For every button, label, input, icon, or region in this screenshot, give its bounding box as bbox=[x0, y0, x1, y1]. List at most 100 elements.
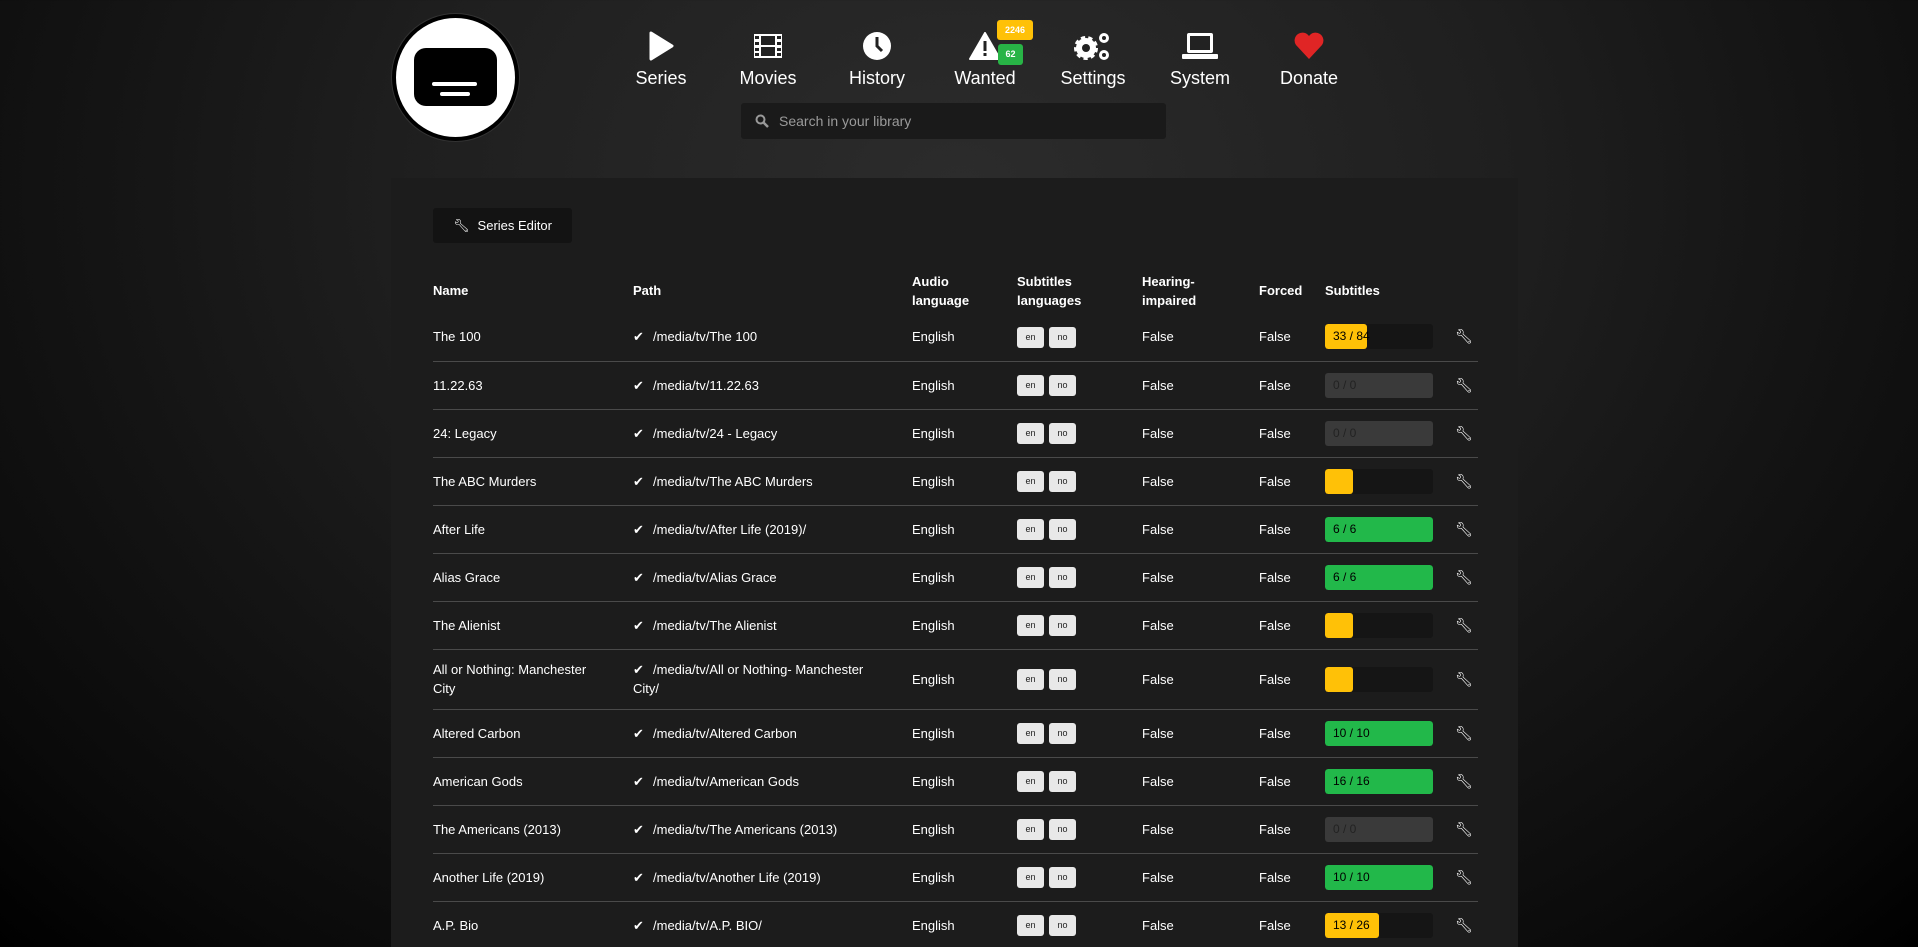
series-name[interactable]: Another Life (2019) bbox=[433, 852, 633, 901]
lang-badge: en bbox=[1017, 723, 1044, 744]
audio-language: English bbox=[912, 756, 1017, 805]
subtitles-progress: 10 / 10 bbox=[1325, 864, 1433, 890]
hearing-impaired: False bbox=[1142, 329, 1174, 345]
progress-fill bbox=[1325, 912, 1379, 938]
col-subtitles[interactable]: Subtitles bbox=[1325, 283, 1380, 298]
wrench-icon: 🔧︎ bbox=[1455, 670, 1473, 687]
edit-series-button[interactable]: 🔧︎ bbox=[1455, 360, 1478, 409]
col-sub-langs[interactable]: Subtitles languages bbox=[1017, 273, 1082, 308]
edit-series-button[interactable]: 🔧︎ bbox=[1455, 756, 1478, 805]
search-bar[interactable] bbox=[741, 103, 1166, 139]
edit-series-button[interactable]: 🔧︎ bbox=[1455, 456, 1478, 505]
wrench-icon: 🔧︎ bbox=[1455, 820, 1473, 837]
nav-system[interactable]: System bbox=[1150, 26, 1250, 89]
lang-badge: no bbox=[1049, 669, 1076, 690]
path-text: /media/tv/Altered Carbon bbox=[653, 725, 797, 741]
series-editor-button[interactable]: 🔧︎ Series Editor bbox=[433, 208, 572, 243]
search-icon bbox=[755, 114, 769, 128]
series-name[interactable]: 24: Legacy bbox=[433, 408, 633, 457]
progress-text: 10 / 10 bbox=[1333, 869, 1370, 884]
series-name[interactable]: The Americans (2013) bbox=[433, 804, 633, 853]
wanted-series-badge: 2246 bbox=[997, 20, 1033, 40]
search-input[interactable] bbox=[779, 113, 1139, 129]
hearing-impaired: False bbox=[1142, 552, 1259, 601]
edit-series-button[interactable]: 🔧︎ bbox=[1455, 708, 1478, 757]
series-name[interactable]: The ABC Murders bbox=[433, 456, 633, 505]
series-path: ✔ /media/tv/Alias Grace bbox=[633, 552, 912, 601]
nav-label: History bbox=[848, 68, 905, 88]
progress-fill bbox=[1325, 864, 1433, 890]
progress-fill bbox=[1325, 564, 1433, 590]
series-path: ✔/media/tv/All or Nothing- Manchester Ci… bbox=[633, 648, 912, 709]
nav-history[interactable]: History bbox=[827, 26, 927, 89]
hearing-impaired: False bbox=[1142, 648, 1259, 709]
col-audio[interactable]: Audio language bbox=[912, 273, 970, 308]
table-row: After Life ✔ /media/tv/After Life (2019)/… bbox=[433, 504, 1478, 553]
table-row: The Alienist ✔ /media/tv/The Alienist Eng… bbox=[433, 600, 1478, 649]
edit-series-button[interactable]: 🔧︎ bbox=[1455, 313, 1478, 361]
lang-badge: en bbox=[1017, 326, 1044, 348]
edit-series-button[interactable]: 🔧︎ bbox=[1455, 804, 1478, 853]
edit-series-button[interactable]: 🔧︎ bbox=[1455, 900, 1478, 947]
hearing-impaired: False bbox=[1142, 756, 1259, 805]
subtitle-languages: en no bbox=[1017, 648, 1142, 709]
forced: False bbox=[1259, 648, 1325, 709]
subtitle-languages: en no bbox=[1017, 504, 1142, 553]
path-text: /media/tv/The 100 bbox=[653, 329, 758, 345]
tv-screen-icon bbox=[414, 48, 497, 106]
series-name[interactable]: After Life bbox=[433, 504, 633, 553]
series-name[interactable]: All or Nothing: Manchester City bbox=[433, 648, 633, 709]
series-name[interactable]: Altered Carbon bbox=[433, 708, 633, 757]
table-row: Another Life (2019) ✔ /media/tv/Another L… bbox=[433, 852, 1478, 901]
wrench-icon: 🔧︎ bbox=[1455, 472, 1473, 489]
lang-badge: no bbox=[1049, 423, 1076, 444]
wrench-icon: 🔧︎ bbox=[1455, 916, 1473, 933]
forced: False bbox=[1259, 804, 1325, 853]
edit-series-button[interactable]: 🔧︎ bbox=[1455, 648, 1478, 709]
wanted-movies-badge: 62 bbox=[998, 44, 1023, 65]
col-forced[interactable]: Forced bbox=[1259, 283, 1303, 298]
edit-series-button[interactable]: 🔧︎ bbox=[1455, 408, 1478, 457]
edit-series-button[interactable]: 🔧︎ bbox=[1455, 852, 1478, 901]
subtitles-progress: 0 / 0 bbox=[1325, 372, 1433, 398]
series-name[interactable]: The 100 bbox=[433, 329, 481, 345]
forced: False bbox=[1259, 708, 1325, 757]
edit-series-button[interactable]: 🔧︎ bbox=[1455, 504, 1478, 553]
series-name[interactable]: 11.22.63 bbox=[433, 360, 633, 409]
series-name[interactable]: A.P. Bio bbox=[433, 900, 633, 947]
series-name[interactable]: The Alienist bbox=[433, 600, 633, 649]
nav-movies[interactable]: Movies bbox=[718, 26, 818, 89]
lang-badge: en bbox=[1017, 519, 1044, 540]
clock-icon bbox=[827, 26, 927, 66]
subtitle-languages: en no bbox=[1017, 408, 1142, 457]
audio-language: English bbox=[912, 600, 1017, 649]
path-text: /media/tv/The Alienist bbox=[653, 617, 777, 633]
forced: False bbox=[1259, 756, 1325, 805]
nav-wanted[interactable]: Wanted 2246 62 bbox=[935, 20, 1035, 89]
edit-series-button[interactable]: 🔧︎ bbox=[1455, 552, 1478, 601]
series-table: Name Path Audio language Subtitles langu… bbox=[433, 268, 1478, 947]
lang-badge: no bbox=[1049, 326, 1076, 348]
hearing-impaired: False bbox=[1142, 504, 1259, 553]
series-name[interactable]: Alias Grace bbox=[433, 552, 633, 601]
wrench-icon: 🔧︎ bbox=[1455, 724, 1473, 741]
col-name[interactable]: Name bbox=[433, 283, 469, 298]
series-path: ✔ /media/tv/After Life (2019)/ bbox=[633, 504, 912, 553]
app-logo[interactable] bbox=[392, 14, 519, 141]
edit-series-button[interactable]: 🔧︎ bbox=[1455, 600, 1478, 649]
nav-series[interactable]: Series bbox=[611, 26, 711, 89]
subtitles-progress: 0 / 0 bbox=[1325, 816, 1433, 842]
lang-badge: en bbox=[1017, 669, 1044, 690]
table-row: Altered Carbon ✔ /media/tv/Altered Carbon… bbox=[433, 708, 1478, 757]
table-row: American Gods ✔ /media/tv/American Gods E… bbox=[433, 756, 1478, 805]
col-path[interactable]: Path bbox=[633, 283, 662, 298]
col-hi[interactable]: Hearing-impaired bbox=[1142, 273, 1197, 308]
nav-donate[interactable]: Donate bbox=[1259, 26, 1359, 89]
series-path: ✔ /media/tv/The Alienist bbox=[633, 600, 912, 649]
check-icon: ✔ bbox=[633, 821, 644, 837]
lang-badge: en bbox=[1017, 423, 1044, 444]
lang-badge: en bbox=[1017, 819, 1044, 840]
series-name[interactable]: American Gods bbox=[433, 756, 633, 805]
path-text: /media/tv/Another Life (2019) bbox=[653, 869, 821, 885]
nav-settings[interactable]: Settings bbox=[1043, 26, 1143, 89]
